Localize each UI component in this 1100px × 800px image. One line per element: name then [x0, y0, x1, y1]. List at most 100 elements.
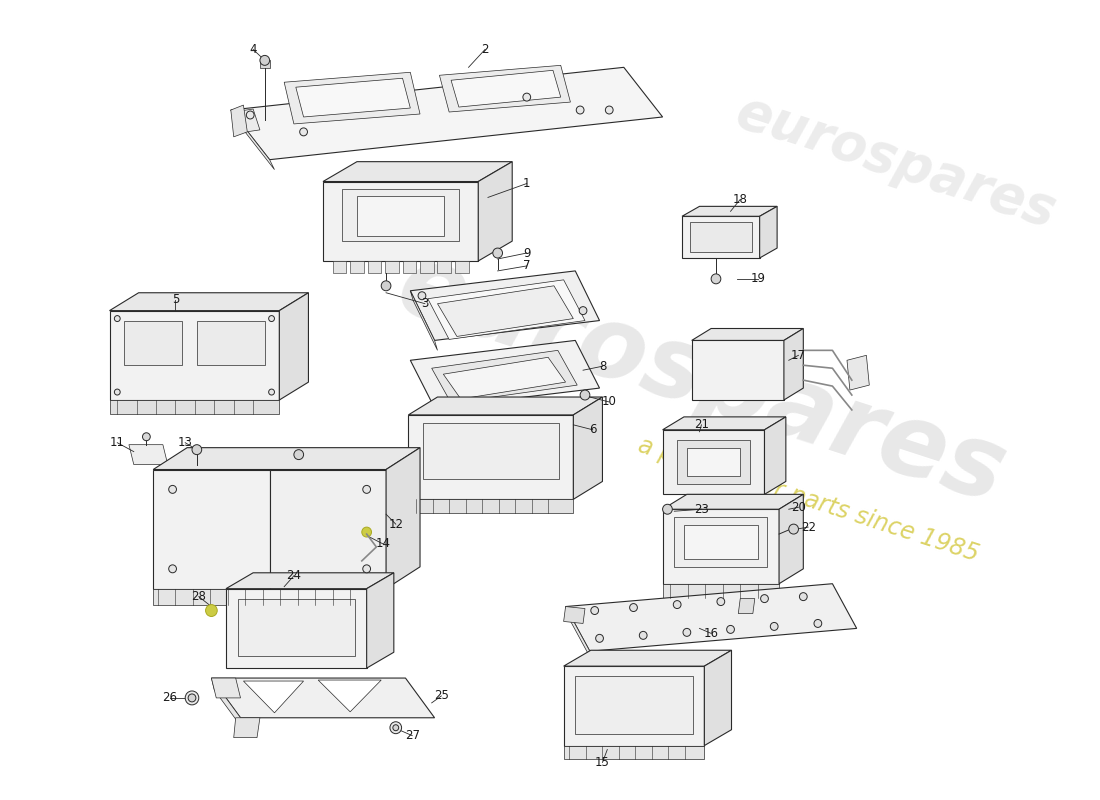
- Polygon shape: [296, 78, 410, 117]
- Circle shape: [268, 315, 275, 322]
- Text: 6: 6: [588, 423, 596, 436]
- Polygon shape: [386, 448, 420, 589]
- Polygon shape: [110, 293, 308, 310]
- Text: 25: 25: [433, 690, 449, 702]
- Circle shape: [362, 527, 372, 537]
- Text: 22: 22: [801, 521, 816, 534]
- Circle shape: [382, 281, 390, 290]
- Polygon shape: [323, 162, 513, 182]
- Circle shape: [596, 634, 604, 642]
- Circle shape: [389, 722, 402, 734]
- Polygon shape: [233, 718, 260, 738]
- Polygon shape: [110, 400, 279, 414]
- Text: 12: 12: [388, 518, 404, 530]
- Circle shape: [576, 106, 584, 114]
- Circle shape: [673, 601, 681, 609]
- Polygon shape: [438, 261, 451, 273]
- Polygon shape: [153, 448, 420, 470]
- Polygon shape: [784, 329, 803, 400]
- Text: 10: 10: [602, 395, 617, 409]
- Text: 18: 18: [733, 193, 748, 206]
- Polygon shape: [662, 510, 779, 584]
- Polygon shape: [226, 589, 366, 668]
- Text: 16: 16: [704, 627, 718, 640]
- Text: 9: 9: [522, 246, 530, 259]
- Polygon shape: [422, 423, 559, 479]
- Polygon shape: [764, 417, 785, 494]
- Polygon shape: [662, 430, 764, 494]
- Circle shape: [363, 486, 371, 494]
- Circle shape: [591, 606, 598, 614]
- Polygon shape: [231, 105, 248, 137]
- Text: eurospares: eurospares: [386, 236, 1018, 524]
- Polygon shape: [284, 72, 420, 124]
- Circle shape: [683, 629, 691, 636]
- Polygon shape: [238, 598, 355, 656]
- Polygon shape: [443, 358, 565, 399]
- Polygon shape: [366, 573, 394, 668]
- Polygon shape: [408, 499, 573, 514]
- Polygon shape: [847, 355, 869, 390]
- Circle shape: [363, 565, 371, 573]
- Polygon shape: [678, 440, 750, 485]
- Polygon shape: [563, 650, 732, 666]
- Polygon shape: [410, 341, 600, 408]
- Polygon shape: [674, 517, 768, 567]
- Circle shape: [580, 390, 590, 400]
- Circle shape: [294, 450, 304, 459]
- Polygon shape: [662, 584, 779, 598]
- Polygon shape: [563, 606, 585, 623]
- Polygon shape: [563, 666, 704, 746]
- Polygon shape: [243, 681, 304, 713]
- Polygon shape: [279, 293, 308, 400]
- Polygon shape: [428, 280, 585, 339]
- Polygon shape: [692, 341, 784, 400]
- Text: 24: 24: [286, 570, 301, 582]
- Polygon shape: [662, 494, 803, 510]
- Polygon shape: [233, 109, 260, 133]
- Circle shape: [168, 486, 176, 494]
- Polygon shape: [451, 70, 561, 107]
- Text: 11: 11: [110, 436, 124, 450]
- Polygon shape: [260, 60, 270, 68]
- Text: 20: 20: [791, 501, 806, 514]
- Text: 26: 26: [162, 691, 177, 705]
- Polygon shape: [342, 190, 459, 241]
- Text: 7: 7: [522, 259, 530, 273]
- Polygon shape: [478, 162, 513, 261]
- Text: 21: 21: [694, 418, 708, 431]
- Polygon shape: [439, 66, 571, 112]
- Polygon shape: [197, 321, 265, 366]
- Text: 19: 19: [750, 272, 766, 286]
- Circle shape: [770, 622, 778, 630]
- Circle shape: [727, 626, 735, 634]
- Polygon shape: [563, 746, 704, 759]
- Polygon shape: [431, 350, 578, 403]
- Circle shape: [629, 603, 637, 611]
- Text: 4: 4: [250, 43, 257, 56]
- Polygon shape: [760, 206, 777, 258]
- Text: 2: 2: [482, 43, 488, 56]
- Polygon shape: [110, 310, 279, 400]
- Polygon shape: [682, 216, 760, 258]
- Text: a passion for parts since 1985: a passion for parts since 1985: [635, 433, 981, 566]
- Text: 8: 8: [598, 360, 606, 373]
- Polygon shape: [226, 573, 394, 589]
- Polygon shape: [358, 197, 444, 236]
- Circle shape: [206, 605, 217, 617]
- Polygon shape: [129, 445, 167, 465]
- Text: 1: 1: [522, 177, 530, 190]
- Text: eurospares: eurospares: [729, 86, 1063, 238]
- Polygon shape: [704, 650, 732, 746]
- Polygon shape: [323, 182, 478, 261]
- Polygon shape: [211, 678, 241, 698]
- Circle shape: [800, 593, 807, 601]
- Circle shape: [299, 128, 308, 136]
- Circle shape: [143, 433, 151, 441]
- Polygon shape: [690, 222, 752, 252]
- Polygon shape: [575, 676, 693, 734]
- Circle shape: [114, 315, 120, 322]
- Polygon shape: [662, 417, 785, 430]
- Text: 14: 14: [376, 538, 390, 550]
- Circle shape: [185, 691, 199, 705]
